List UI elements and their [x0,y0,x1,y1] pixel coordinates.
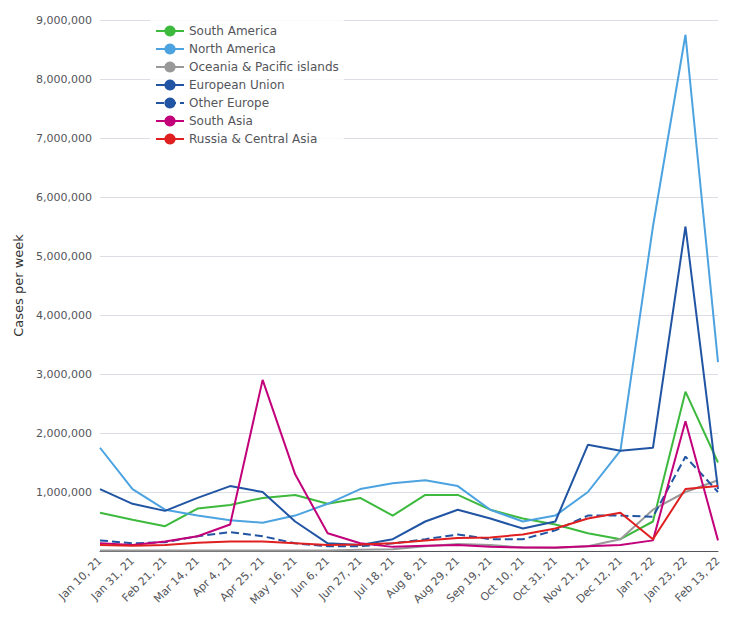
svg-text:Other Europe: Other Europe [189,96,269,110]
svg-text:Oct 31, 21: Oct 31, 21 [510,554,560,605]
svg-text:Jul 18, 21: Jul 18, 21 [351,554,398,601]
svg-text:2,000,000: 2,000,000 [36,427,92,440]
svg-text:Aug 29, 21: Aug 29, 21 [410,554,463,606]
svg-text:Cases per week: Cases per week [11,234,26,337]
svg-text:6,000,000: 6,000,000 [36,191,92,204]
svg-text:North America: North America [189,42,276,56]
svg-text:South America: South America [189,24,277,38]
svg-text:Apr 4, 21: Apr 4, 21 [189,554,235,600]
svg-text:Oct 10, 21: Oct 10, 21 [477,554,528,605]
svg-text:South Asia: South Asia [189,114,253,128]
svg-text:Russia & Central Asia: Russia & Central Asia [189,132,317,146]
svg-text:7,000,000: 7,000,000 [36,132,92,145]
svg-text:Jun 6, 21: Jun 6, 21 [288,554,333,598]
svg-text:Jan 23, 22: Jan 23, 22 [641,554,691,603]
svg-text:Feb 21, 21: Feb 21, 21 [119,554,170,605]
svg-text:Jun 27, 21: Jun 27, 21 [316,554,365,603]
svg-text:4,000,000: 4,000,000 [36,309,92,322]
svg-text:Jan 2, 22: Jan 2, 22 [614,554,658,598]
svg-text:Mar 14, 21: Mar 14, 21 [151,554,202,605]
svg-text:8,000,000: 8,000,000 [36,73,92,86]
svg-text:Jan 31, 21: Jan 31, 21 [88,554,138,603]
svg-text:Dec 12, 21: Dec 12, 21 [574,554,625,605]
svg-text:Nov 21, 21: Nov 21, 21 [541,554,593,606]
svg-text:Aug 8, 21: Aug 8, 21 [383,554,430,601]
svg-text:5,000,000: 5,000,000 [36,250,92,263]
svg-text:1,000,000: 1,000,000 [36,486,92,499]
svg-text:Oceania & Pacific islands: Oceania & Pacific islands [189,60,339,74]
svg-text:Jan 10, 21: Jan 10, 21 [56,554,105,603]
svg-text:European Union: European Union [189,78,285,92]
svg-text:3,000,000: 3,000,000 [36,368,92,381]
svg-text:Apr 25, 21: Apr 25, 21 [217,554,268,605]
svg-text:9,000,000: 9,000,000 [36,14,92,27]
svg-text:Feb 13, 22: Feb 13, 22 [672,554,722,604]
svg-text:May 16, 21: May 16, 21 [247,554,299,606]
svg-text:Sep 19, 21: Sep 19, 21 [443,554,495,606]
